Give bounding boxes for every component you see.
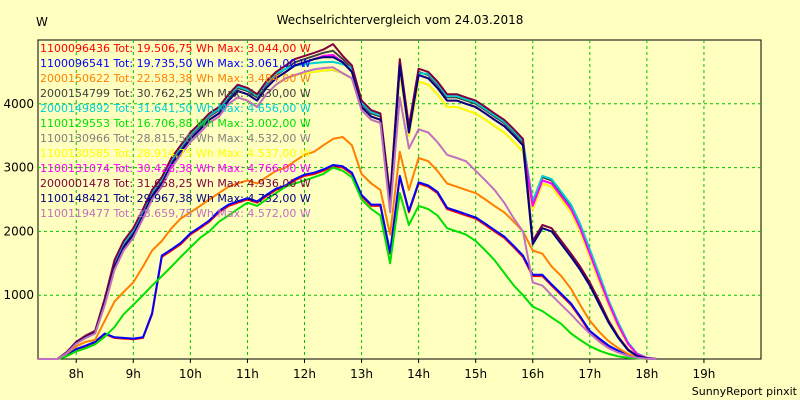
legend-entry-2000001478: 2000001478 Tot: 31.658,25 Wh Max: 4.936,… — [40, 177, 311, 190]
x-tick-label: 14h — [407, 367, 430, 381]
y-axis-label: W — [36, 15, 48, 29]
x-tick-label: 8h — [69, 367, 84, 381]
x-tick-label: 15h — [464, 367, 487, 381]
x-tick-label: 18h — [635, 367, 658, 381]
series-line-2000001478 — [38, 43, 657, 360]
x-axis-ticks: 8h 9h 10h 11h 12h 13h 14h 15h 16h 17h 18h 19h — [69, 359, 715, 381]
legend-entry-1100119477: 1100119477 Tot: 28.659,75 Wh Max: 4.572,… — [40, 207, 311, 220]
legend-entry-1100131074: 1100131074 Tot: 30.428,38 Wh Max: 4.766,… — [40, 162, 311, 175]
legend-entry-2000150622: 2000150622 Tot: 22.583,38 Wh Max: 3.484,… — [40, 72, 311, 85]
x-tick-label: 19h — [692, 367, 715, 381]
legend-entry-2000154799: 2000154799 Tot: 30.762,25 Wh Max: 4.830,… — [40, 87, 311, 100]
x-tick-label: 16h — [521, 367, 544, 381]
legend-entry-1100130966: 1100130966 Tot: 28.815,50 Wh Max: 4.532,… — [40, 132, 311, 145]
series-line-2000150622 — [38, 136, 657, 360]
x-tick-label: 12h — [293, 367, 316, 381]
legend-entry-1100096436: 1100096436 Tot: 19.506,75 Wh Max: 3.044,… — [40, 42, 311, 55]
y-tick-label: 2000 — [3, 224, 34, 238]
x-tick-label: 10h — [179, 367, 202, 381]
series-line-1100096541 — [38, 164, 657, 360]
y-tick-label: 4000 — [3, 97, 34, 111]
x-tick-label: 11h — [236, 367, 259, 381]
x-tick-label: 9h — [126, 367, 141, 381]
chart-title: Wechselrichtervergleich vom 24.03.2018 — [277, 13, 524, 27]
y-axis-ticks: 1000 2000 3000 4000 — [3, 97, 34, 302]
series-line-1100148421 — [38, 56, 657, 360]
legend: 1100096436 Tot: 19.506,75 Wh Max: 3.044,… — [40, 42, 311, 220]
series-line-1100119477 — [38, 66, 657, 360]
x-tick-label: 17h — [578, 367, 601, 381]
footer-credit: SunnyReport pinxit — [692, 385, 798, 398]
series-line-1100129553 — [38, 166, 657, 360]
legend-entry-1100130585: 1100130585 Tot: 28.914,75 Wh Max: 4.537,… — [40, 147, 311, 160]
legend-entry-2000149892: 2000149892 Tot: 31.641,50 Wh Max: 4.656,… — [40, 102, 311, 115]
series-lines — [38, 43, 657, 360]
y-tick-label: 3000 — [3, 161, 34, 175]
x-tick-label: 13h — [350, 367, 373, 381]
legend-entry-1100129553: 1100129553 Tot: 16.706,88 Wh Max: 3.002,… — [40, 117, 311, 130]
legend-entry-1100148421: 1100148421 Tot: 29.967,38 Wh Max: 4.732,… — [40, 192, 311, 205]
y-tick-label: 1000 — [3, 288, 34, 302]
legend-entry-1100096541: 1100096541 Tot: 19.735,50 Wh Max: 3.061,… — [40, 57, 311, 70]
